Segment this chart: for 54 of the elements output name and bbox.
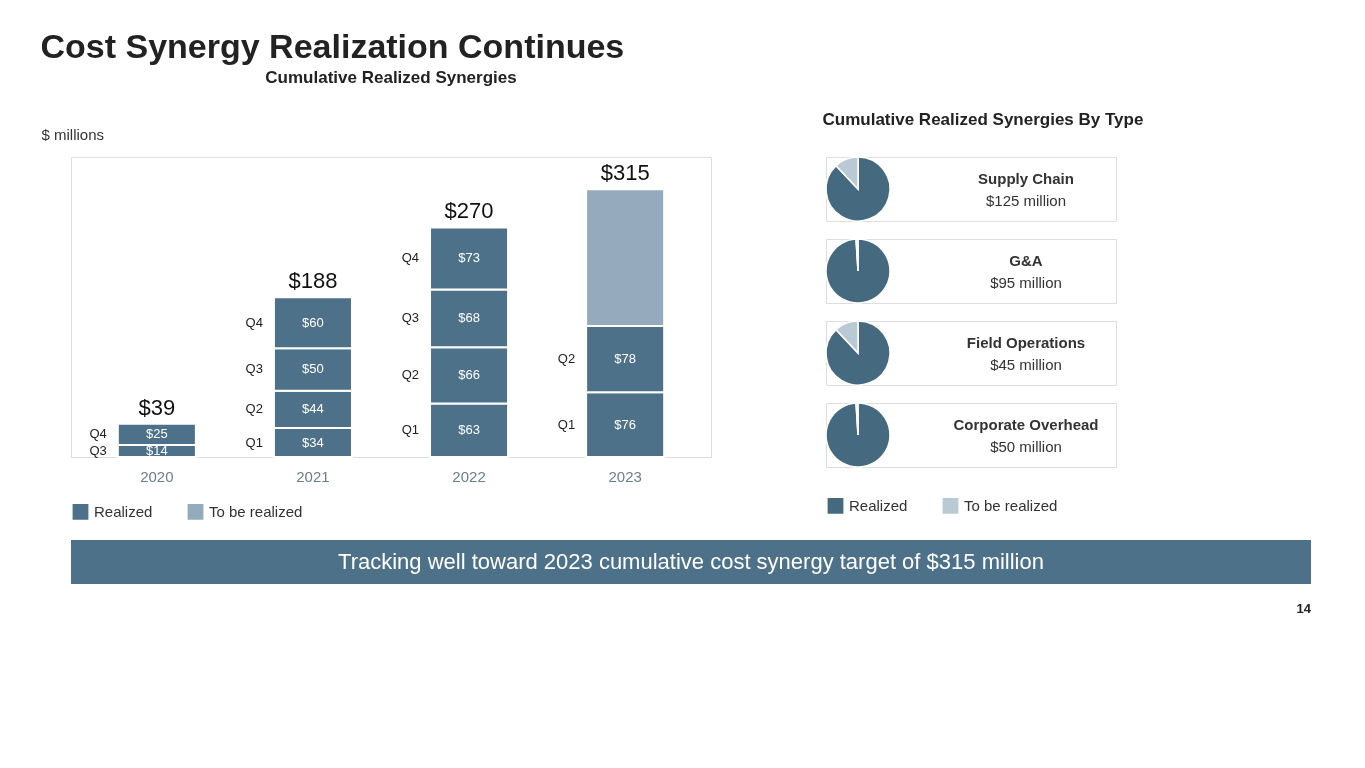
legend-label: Realized (94, 502, 153, 520)
data-label: $68 (458, 310, 480, 326)
total-label: $270 (444, 198, 494, 224)
data-label: $63 (458, 422, 480, 438)
text: Cumulative Realized Synergies By Type (822, 109, 1144, 129)
text: $125 million (985, 192, 1067, 209)
text: Supply Chain (978, 170, 1074, 187)
text: $50 million (990, 438, 1062, 455)
legend-label: Realized (849, 496, 908, 514)
pie-slice (825, 156, 891, 222)
annotation: Q4 (401, 250, 420, 266)
data-label: $50 (302, 361, 324, 377)
annotation: Q1 (245, 434, 263, 450)
data-label: $25 (146, 426, 168, 442)
legend-label: To be realized (964, 496, 1058, 514)
text: G&A (1009, 252, 1043, 269)
annotation: Q1 (401, 422, 420, 438)
annotation: Q3 (245, 361, 263, 377)
annotation: Q2 (245, 401, 263, 417)
y-axis-title: $ millions (41, 125, 105, 143)
text: Tracking well toward 2023 cumulative cost synergy target of $315 million (338, 549, 1044, 574)
text: Field Operations (966, 334, 1086, 351)
chart-title: Cost Synergy Realization Continues (40, 26, 625, 65)
text: 14 (1296, 601, 1312, 616)
data-label: $66 (458, 367, 480, 383)
pie-slice (825, 402, 891, 468)
text: $95 million (990, 274, 1062, 291)
data-label: $34 (302, 434, 324, 450)
total-label: $39 (138, 394, 176, 420)
text: Corporate Overhead (953, 416, 1099, 433)
data-label: $60 (302, 314, 324, 330)
x-tick-label: 2022 (452, 467, 486, 485)
total-label: $315 (600, 160, 650, 186)
pie-slice (825, 320, 891, 386)
total-label: $188 (288, 268, 338, 294)
x-tick-label: 2021 (296, 467, 330, 485)
chart-subtitle: Cumulative Realized Synergies (265, 68, 517, 87)
data-label: $14 (146, 443, 168, 459)
annotation: Q2 (557, 351, 576, 367)
x-tick-label: 2023 (608, 467, 642, 485)
text: $45 million (990, 356, 1062, 373)
annotation: Q2 (401, 367, 420, 383)
data-label: $78 (614, 351, 636, 367)
x-tick-label: 2020 (140, 467, 174, 485)
annotation: Q4 (245, 314, 263, 330)
annotation: Q3 (89, 443, 107, 459)
legend-label: To be realized (209, 502, 303, 520)
annotation: Q4 (89, 426, 107, 442)
annotation: Q1 (557, 416, 576, 432)
data-label: $73 (458, 250, 480, 266)
data-label: $44 (302, 401, 324, 417)
pie-slice (825, 238, 891, 304)
data-label: $76 (614, 416, 636, 432)
annotation: Q3 (401, 310, 420, 326)
